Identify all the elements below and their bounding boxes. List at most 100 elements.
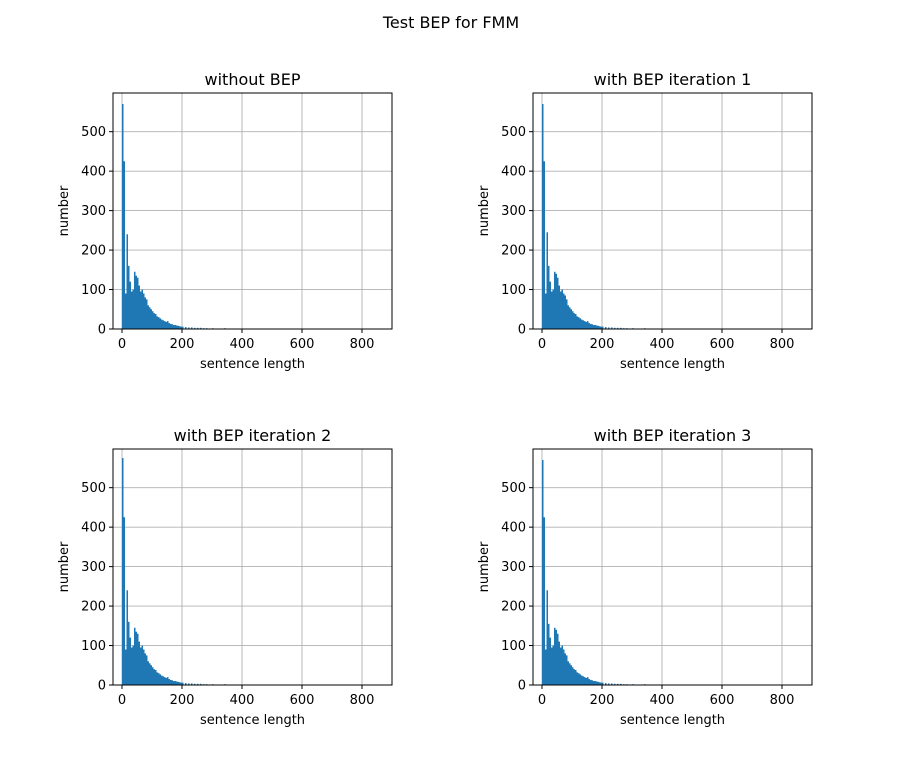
histogram-bar	[156, 672, 158, 685]
histogram-bar	[147, 305, 149, 329]
y-tick-label: 200	[501, 600, 526, 615]
histogram-bar	[161, 319, 163, 329]
subplot-title: with BEP iteration 2	[174, 426, 332, 445]
histogram-bar	[122, 104, 124, 329]
histogram-bar	[177, 325, 179, 329]
histogram-bar	[581, 675, 583, 685]
y-tick-label: 0	[98, 679, 106, 694]
histogram-bar	[185, 327, 187, 329]
histogram-bar	[551, 291, 553, 329]
histogram-bar	[200, 683, 202, 685]
histogram-bar	[597, 325, 599, 329]
histogram-bar	[191, 683, 193, 685]
histogram-bar	[614, 683, 616, 685]
histogram-bar	[599, 326, 601, 329]
figure-title: Test BEP for FMM	[382, 13, 519, 32]
x-tick-label: 800	[770, 693, 795, 708]
histogram-bar	[137, 633, 139, 685]
histogram-bar	[561, 289, 563, 329]
histogram-bar	[599, 682, 601, 685]
histogram-bar	[156, 316, 158, 329]
histogram-bar	[125, 649, 127, 685]
histogram-bar	[593, 681, 595, 685]
histogram-bar	[564, 295, 566, 329]
histogram-bar	[150, 665, 152, 685]
histogram-bar	[180, 326, 182, 329]
histogram-bar	[579, 318, 581, 329]
histogram-bar	[581, 319, 583, 329]
y-tick-label: 400	[501, 165, 526, 180]
histogram-bar	[180, 682, 182, 685]
histogram-bar	[144, 653, 146, 685]
histogram-bar	[560, 291, 562, 329]
histogram-bar	[617, 683, 619, 685]
histogram-bar	[569, 307, 571, 329]
histogram-bar	[600, 682, 602, 685]
histogram-bar	[557, 277, 559, 329]
histogram-bar	[162, 676, 164, 685]
x-axis-label: sentence length	[200, 713, 305, 728]
histogram-bar	[126, 234, 128, 329]
y-tick-label: 0	[518, 679, 526, 694]
histogram-bar	[162, 320, 164, 329]
histogram-bar	[611, 327, 613, 329]
histogram-bar	[158, 673, 160, 685]
histogram-bar	[149, 307, 151, 329]
x-tick-label: 600	[290, 693, 315, 708]
histogram-bar	[575, 314, 577, 329]
histogram-bar	[557, 633, 559, 685]
histogram-bar	[174, 681, 176, 685]
histogram-bar	[141, 645, 143, 685]
histogram-bar	[596, 325, 598, 329]
histogram-bar	[167, 677, 169, 685]
histogram-bar	[188, 327, 190, 329]
subplot-title: without BEP	[205, 70, 301, 89]
histogram-bar	[138, 285, 140, 329]
histogram-bar	[128, 265, 130, 329]
histogram-bar	[563, 293, 565, 329]
histogram-bar	[576, 316, 578, 329]
histogram-bar	[143, 649, 145, 685]
histogram-bar	[552, 645, 554, 685]
histogram-bar	[146, 299, 148, 329]
subplot-without-bep: 0 200 400 600 800 0 100 200 300 400 500 without BEP…	[57, 70, 393, 372]
histogram-bar	[617, 327, 619, 329]
histogram-bar	[545, 649, 547, 685]
histogram-bar	[185, 683, 187, 685]
histogram-bar	[572, 311, 574, 329]
histogram-bar	[549, 637, 551, 685]
histogram-bar	[585, 321, 587, 329]
histogram-bar	[161, 675, 163, 685]
histogram-bar	[608, 327, 610, 329]
histogram-bar	[152, 667, 154, 685]
histogram-bar	[561, 645, 563, 685]
histogram-bar	[134, 271, 136, 329]
x-tick-label: 200	[170, 337, 195, 352]
y-tick-label: 200	[81, 244, 106, 259]
x-tick-label: 0	[118, 693, 126, 708]
x-tick-label: 0	[538, 337, 546, 352]
histogram-bar	[560, 647, 562, 685]
histogram-bar	[566, 299, 568, 329]
histogram-bar	[555, 273, 557, 329]
histogram-bar	[158, 317, 160, 329]
histogram-bar	[155, 670, 157, 685]
histogram-bar	[129, 281, 131, 329]
histogram-bar	[197, 327, 199, 329]
histogram-bar	[177, 681, 179, 685]
histogram-bar	[135, 631, 137, 685]
y-tick-label: 100	[501, 639, 526, 654]
histogram-bar	[167, 321, 169, 329]
histogram-bar	[590, 679, 592, 685]
histogram-bar	[149, 663, 151, 685]
histogram-bar	[543, 161, 545, 329]
x-tick-label: 800	[350, 693, 375, 708]
histogram-bar	[123, 161, 125, 329]
histogram-bar	[182, 326, 184, 329]
histogram-bar	[596, 681, 598, 685]
y-tick-label: 500	[81, 125, 106, 140]
y-tick-label: 100	[81, 283, 106, 298]
histogram-bar	[551, 647, 553, 685]
y-axis-label: number	[477, 185, 492, 236]
subplot-bep-iteration-2: 0 200 400 600 800 0 100 200 300 400 500 with BEP it…	[57, 426, 393, 728]
